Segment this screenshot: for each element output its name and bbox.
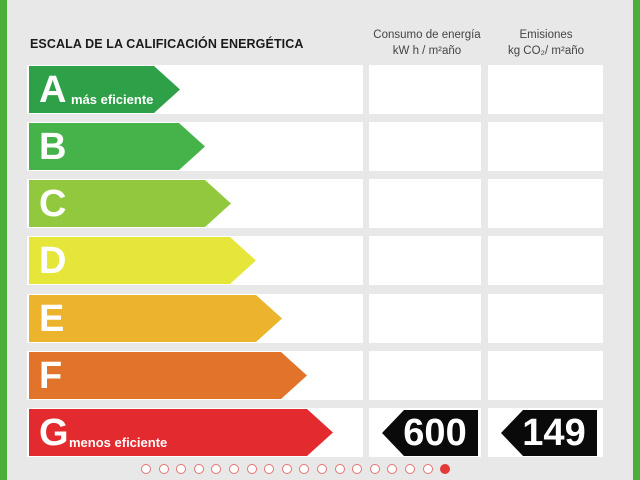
rating-sublabel: más eficiente <box>71 92 154 107</box>
carousel-dot[interactable] <box>264 464 275 474</box>
carousel-pagination <box>141 464 458 476</box>
rating-arrow-f: F <box>29 352 307 399</box>
carousel-dot[interactable] <box>316 464 327 474</box>
rating-letter: E <box>39 298 65 340</box>
consumo-cell <box>369 65 481 114</box>
emisiones-cell <box>488 65 603 114</box>
emisiones-cell <box>488 122 603 171</box>
rating-arrow-c: C <box>29 180 231 227</box>
rating-row-f: F <box>7 351 633 400</box>
energy-label: ESCALA DE LA CALIFICACIÓN ENERGÉTICA Con… <box>7 0 633 480</box>
carousel-dot[interactable] <box>369 464 380 474</box>
consumo-cell <box>369 351 481 400</box>
carousel-dot[interactable] <box>334 464 345 474</box>
rating-letter: B <box>39 126 67 168</box>
consumo-value-badge: 600 <box>382 410 478 456</box>
carousel-dot[interactable] <box>281 464 292 474</box>
emisiones-cell <box>488 351 603 400</box>
rating-arrow-e: E <box>29 295 282 342</box>
rating-arrow-g: G menos eficiente <box>29 409 333 456</box>
rating-sublabel: menos eficiente <box>69 435 168 450</box>
rating-letter: F <box>39 355 63 397</box>
rating-letter: D <box>39 240 67 282</box>
carousel-dot[interactable] <box>141 464 151 474</box>
rating-row-e: E <box>7 294 633 343</box>
emisiones-value-badge: 149 <box>501 410 597 456</box>
emisiones-cell <box>488 294 603 343</box>
emisiones-header-line1: Emisiones <box>519 29 573 41</box>
rating-letter: C <box>39 183 67 225</box>
consumo-cell <box>369 179 481 228</box>
consumo-header: Consumo de energía kW h / m²año <box>368 27 486 59</box>
carousel-dot[interactable] <box>387 464 398 474</box>
carousel-dot[interactable] <box>158 464 169 474</box>
carousel-dot[interactable] <box>422 464 433 474</box>
emisiones-header: Emisiones kg CO₂/ m²año <box>487 27 605 59</box>
emisiones-cell <box>488 179 603 228</box>
rating-row-b: B <box>7 122 633 171</box>
rating-row-c: C <box>7 179 633 228</box>
carousel-dot[interactable] <box>193 464 204 474</box>
rating-row-g: G menos eficiente 600 149 <box>7 408 633 457</box>
carousel-dot[interactable] <box>246 464 257 474</box>
rating-arrow-d: D <box>29 237 256 284</box>
rating-arrow-a: A más eficiente <box>29 66 180 113</box>
carousel-dot[interactable] <box>352 464 363 474</box>
consumo-cell <box>369 122 481 171</box>
rating-letter: A <box>39 69 67 111</box>
rating-letter: G <box>39 412 69 454</box>
rating-arrow-b: B <box>29 123 205 170</box>
carousel-dot[interactable] <box>228 464 239 474</box>
scale-title: ESCALA DE LA CALIFICACIÓN ENERGÉTICA <box>30 37 304 51</box>
consumo-header-line1: Consumo de energía <box>373 29 481 41</box>
consumo-cell <box>369 236 481 285</box>
carousel-dot[interactable] <box>440 464 451 474</box>
carousel-dot[interactable] <box>211 464 222 474</box>
consumo-cell <box>369 294 481 343</box>
carousel-dot[interactable] <box>404 464 415 474</box>
emisiones-header-line2: kg CO₂/ m²año <box>507 45 585 57</box>
rating-row-a: A más eficiente <box>7 65 633 114</box>
carousel-dot[interactable] <box>176 464 187 474</box>
consumo-header-line2: kW h / m²año <box>392 45 462 57</box>
carousel-dot[interactable] <box>299 464 310 474</box>
emisiones-cell <box>488 236 603 285</box>
rating-row-d: D <box>7 236 633 285</box>
